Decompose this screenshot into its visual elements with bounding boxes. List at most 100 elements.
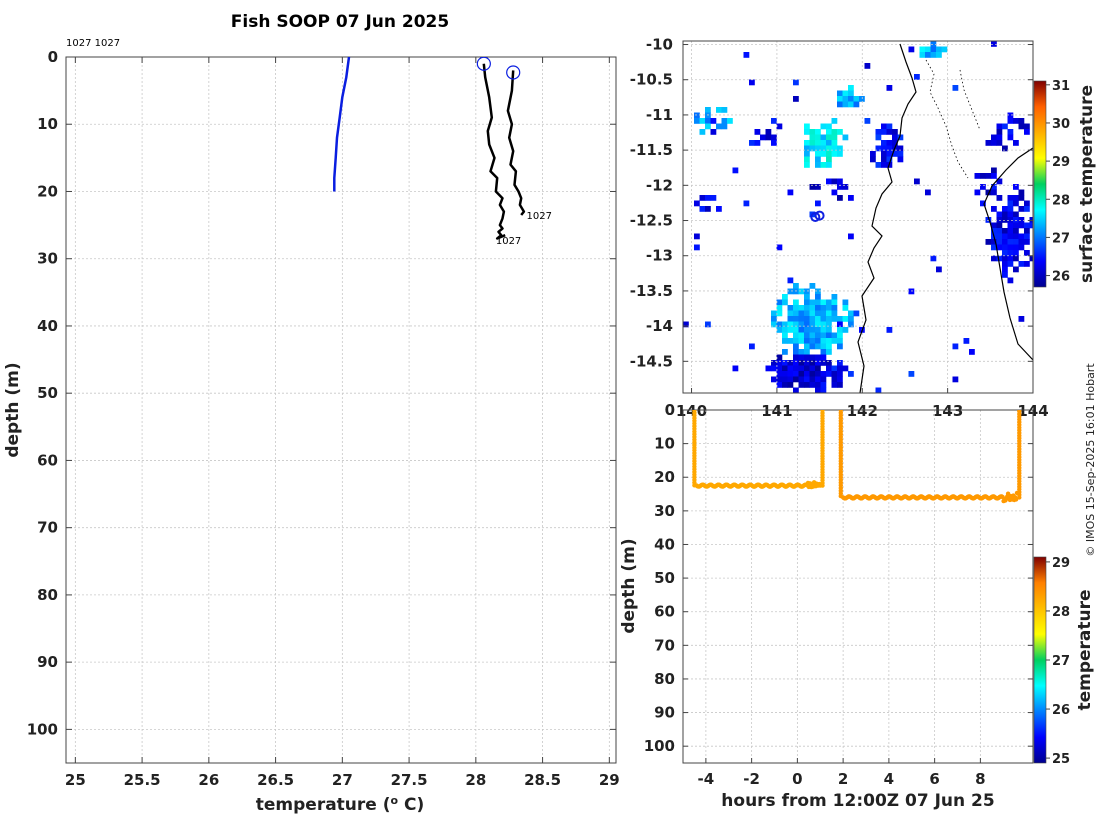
sst-cell — [809, 332, 816, 339]
sst-cell — [1018, 239, 1025, 245]
sst-cell — [804, 376, 810, 383]
sst-cell — [798, 349, 805, 355]
sst-cell — [820, 134, 827, 141]
sst-cell — [787, 382, 794, 388]
sst-cell — [1013, 184, 1019, 190]
depth-sample — [1013, 497, 1019, 502]
temperature-colorbar — [1033, 556, 1047, 764]
sst-cell — [996, 239, 1003, 245]
sst-cell — [771, 310, 777, 317]
sst-cell — [826, 134, 832, 141]
sst-cell — [831, 332, 838, 339]
sst-cell — [809, 129, 816, 135]
sst-cell — [1013, 195, 1019, 201]
sst-cell — [881, 151, 887, 157]
depth-tick-label: 40 — [654, 535, 675, 553]
sst-cell — [826, 338, 832, 344]
x-tick-label: 27.5 — [391, 771, 428, 789]
sst-cell — [991, 244, 997, 251]
sst-cell — [908, 371, 915, 377]
sst-cell — [826, 305, 832, 311]
sst-cell — [798, 354, 805, 361]
sst-cell — [837, 195, 843, 201]
sst-cell — [996, 255, 1003, 262]
sst-cell — [1007, 129, 1014, 135]
sst-cell — [837, 90, 843, 97]
sst-cell — [815, 151, 821, 157]
sst-cell — [1007, 277, 1014, 284]
lat-tick-label: -13.5 — [630, 282, 673, 300]
sst-cell — [793, 79, 799, 86]
sst-cell — [1018, 123, 1025, 130]
sst-cell — [809, 354, 816, 361]
sst-cell — [776, 123, 783, 130]
sst-cell — [804, 305, 810, 311]
sst-cell — [809, 134, 816, 141]
sst-cell — [782, 360, 788, 366]
y-tick-label: 60 — [37, 451, 58, 469]
sst-cell — [804, 327, 810, 333]
sst-cell — [831, 382, 838, 388]
sst-cell — [826, 299, 832, 306]
sst-cell — [848, 310, 854, 317]
sst-cell — [809, 316, 816, 322]
sst-cell — [815, 294, 821, 300]
sst-cell — [809, 299, 816, 306]
sst-cell — [1002, 145, 1008, 152]
sst-cell — [969, 349, 975, 355]
sst-cell — [985, 189, 992, 196]
sst-cell — [743, 200, 750, 207]
hour-tick-label: -2 — [743, 770, 760, 788]
sst-cell — [826, 151, 832, 157]
sst-cell — [787, 321, 794, 328]
sst-cell — [996, 123, 1003, 130]
sst-cell — [908, 46, 915, 53]
sst-cell — [848, 316, 854, 322]
x-tick-label: 28 — [465, 771, 486, 789]
sst-cell — [804, 288, 810, 295]
sst-cell — [809, 327, 816, 333]
sst-cell — [749, 140, 755, 146]
sst-cell — [771, 140, 777, 146]
sst-cell — [793, 316, 799, 322]
y-tick-label: 40 — [37, 317, 58, 335]
sst-cell — [1013, 140, 1019, 146]
sst-cell — [897, 151, 904, 157]
sst-cell — [699, 129, 706, 135]
sst-cell — [705, 118, 711, 124]
sst-cell — [776, 321, 783, 328]
sst-cell — [930, 255, 937, 262]
sst-cell — [793, 343, 799, 350]
sst-cell — [798, 382, 805, 388]
x-tick-label: 27 — [332, 771, 353, 789]
x-tick-label: 25.5 — [124, 771, 161, 789]
sst-cell — [754, 140, 761, 146]
sst-cell — [886, 123, 893, 130]
sst-cell — [881, 140, 887, 146]
sst-cell — [782, 365, 788, 372]
sst-cell — [837, 316, 843, 322]
sst-cell — [820, 360, 827, 366]
x-tick-label: 26 — [198, 771, 219, 789]
sst-cell — [804, 365, 810, 372]
depth-tick-label: 80 — [654, 670, 675, 688]
sst-cell — [804, 316, 810, 322]
sst-cell — [771, 134, 777, 141]
sst-cell — [1002, 206, 1008, 212]
sst-cell — [793, 327, 799, 333]
sst-cell — [837, 327, 843, 333]
sst-cell — [826, 145, 832, 152]
sst-cell — [1007, 244, 1014, 251]
sst-cell — [694, 244, 700, 251]
sst-cell — [716, 123, 722, 130]
sst-cell — [721, 107, 728, 113]
sst-cell — [798, 371, 805, 377]
sst-cell — [683, 321, 689, 328]
sst-cell — [875, 145, 882, 152]
sst-cell — [809, 338, 816, 344]
lat-tick-label: -10 — [646, 36, 673, 54]
sst-cell — [804, 162, 810, 168]
sst-cell — [925, 46, 931, 53]
colorbar-tick-label: 27 — [1052, 654, 1070, 669]
sst-cell — [831, 376, 838, 383]
